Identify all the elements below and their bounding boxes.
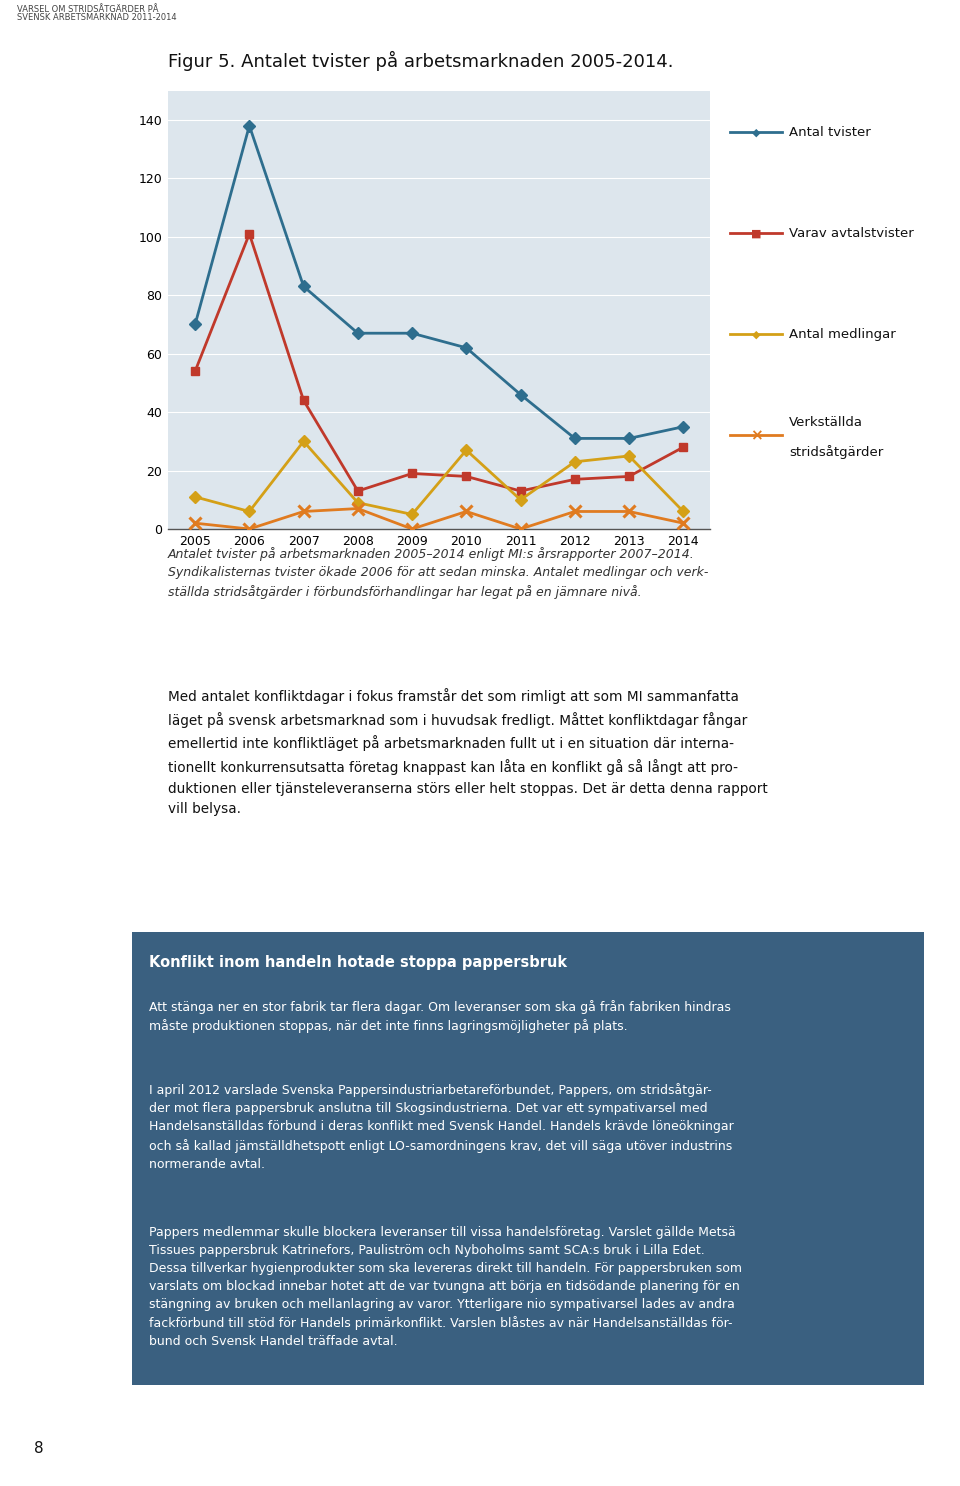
Text: Med antalet konfliktdagar i fokus framstår det som rimligt att som MI sammanfatt: Med antalet konfliktdagar i fokus framst… — [168, 688, 768, 816]
Text: VARSEL OM STRIDSÅTGÄRDER PÅ: VARSEL OM STRIDSÅTGÄRDER PÅ — [17, 6, 158, 15]
Text: ◆: ◆ — [752, 128, 760, 137]
Text: Konflikt inom handeln hotade stoppa pappersbruk: Konflikt inom handeln hotade stoppa papp… — [149, 955, 567, 970]
Text: Figur 5. Antalet tvister på arbetsmarknaden 2005-2014.: Figur 5. Antalet tvister på arbetsmarkna… — [168, 51, 674, 71]
Text: Att stänga ner en stor fabrik tar flera dagar. Om leveranser som ska gå från fab: Att stänga ner en stor fabrik tar flera … — [149, 1000, 731, 1033]
Text: Antalet tvister på arbetsmarknaden 2005–2014 enligt MI:s årsrapporter 2007–2014.: Antalet tvister på arbetsmarknaden 2005–… — [168, 547, 708, 599]
Text: 8: 8 — [34, 1441, 43, 1456]
Text: Verkställda: Verkställda — [789, 416, 863, 428]
Text: Antal medlingar: Antal medlingar — [789, 328, 896, 340]
Text: Pappers medlemmar skulle blockera leveranser till vissa handelsföretag. Varslet : Pappers medlemmar skulle blockera levera… — [149, 1226, 742, 1348]
Text: stridsåtgärder: stridsåtgärder — [789, 444, 883, 459]
Text: Antal tvister: Antal tvister — [789, 126, 871, 138]
Text: ◆: ◆ — [752, 330, 760, 339]
Text: ■: ■ — [751, 229, 761, 238]
Text: ×: × — [750, 428, 762, 443]
Text: I april 2012 varslade Svenska Pappersindustriarbetareförbundet, Pappers, om stri: I april 2012 varslade Svenska Pappersind… — [149, 1083, 733, 1171]
Text: Varav avtalstvister: Varav avtalstvister — [789, 227, 914, 239]
Text: SVENSK ARBETSMARKNAD 2011-2014: SVENSK ARBETSMARKNAD 2011-2014 — [17, 12, 177, 22]
